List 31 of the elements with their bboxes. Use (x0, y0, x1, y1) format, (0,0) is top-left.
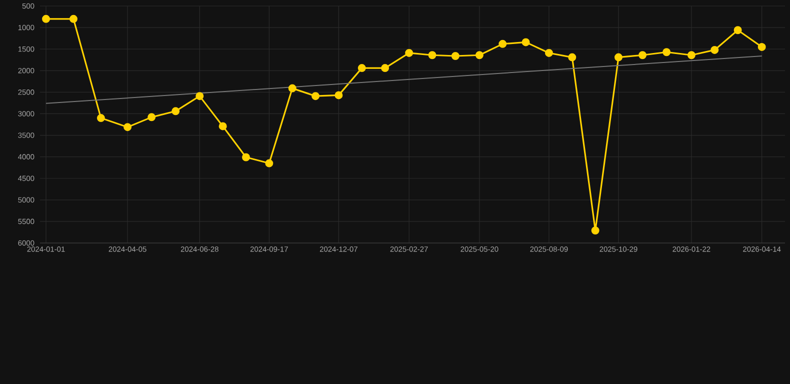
point (218, 122, 227, 130)
point (568, 53, 576, 62)
point (358, 64, 366, 72)
point (334, 91, 343, 100)
point (614, 53, 622, 62)
point (662, 48, 671, 56)
point (381, 64, 390, 72)
point (288, 84, 296, 92)
point (42, 14, 50, 23)
point (428, 51, 436, 60)
point (734, 26, 742, 34)
point (638, 51, 647, 60)
point (405, 48, 414, 57)
point (69, 14, 78, 23)
point (96, 114, 105, 122)
point (687, 51, 696, 60)
point (312, 92, 320, 100)
point (498, 40, 507, 48)
point (544, 48, 553, 57)
point (758, 42, 766, 51)
point (265, 159, 274, 168)
point (591, 226, 600, 235)
point (196, 92, 204, 100)
point (148, 113, 156, 122)
point (172, 107, 180, 116)
point (124, 123, 132, 132)
point (710, 46, 719, 54)
point (451, 52, 460, 60)
point (242, 153, 250, 162)
point (475, 51, 484, 60)
point (522, 38, 530, 46)
